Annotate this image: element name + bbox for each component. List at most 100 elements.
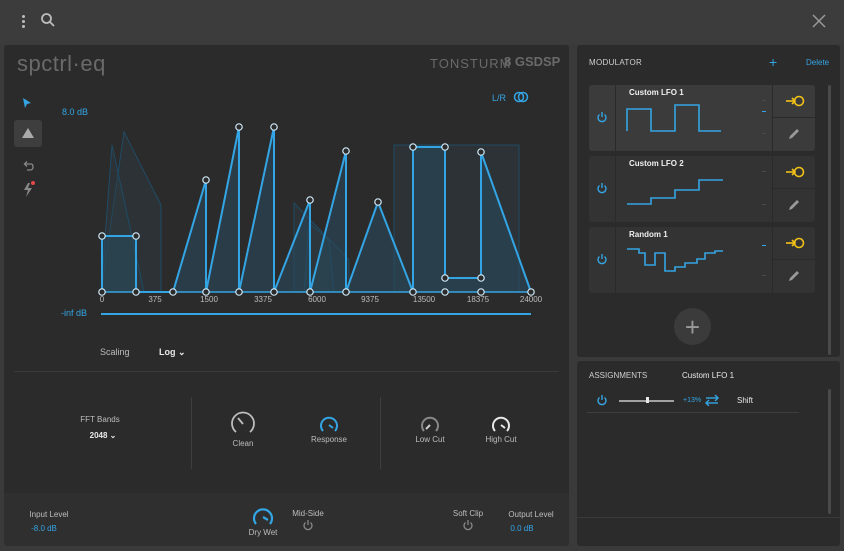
target-button[interactable] xyxy=(773,227,816,260)
modulator-name: Random 1 xyxy=(629,230,668,239)
power-button[interactable] xyxy=(589,85,616,151)
range-tick xyxy=(762,100,766,101)
freq-tick: 1500 xyxy=(200,295,218,304)
modulator-actions xyxy=(772,156,816,222)
random-waveform xyxy=(627,248,723,272)
target-assign-icon xyxy=(786,237,805,249)
range-tick xyxy=(762,245,766,246)
clean-label: Clean xyxy=(232,439,254,448)
more-vertical-icon[interactable] xyxy=(18,13,28,31)
db-min-label: -inf dB xyxy=(61,308,88,318)
assignment-amount: +13% xyxy=(683,397,702,404)
freq-tick: 0 xyxy=(99,295,105,304)
power-icon xyxy=(597,112,607,123)
add-modulator-round-button[interactable]: + xyxy=(674,308,711,345)
plus-icon: + xyxy=(684,312,701,342)
pencil-icon xyxy=(789,200,799,210)
close-icon[interactable] xyxy=(810,12,828,30)
scaling-label: Scaling xyxy=(100,347,130,357)
modulator-item[interactable]: Custom LFO 1 xyxy=(589,85,816,151)
range-tick xyxy=(762,204,766,205)
modulator-item[interactable]: Custom LFO 2 xyxy=(589,156,816,222)
modulator-name: Custom LFO 2 xyxy=(629,159,684,168)
assignment-row[interactable]: +13% Shift xyxy=(587,386,799,413)
spectrum-graph[interactable] xyxy=(4,45,569,320)
db-max-label: 8.0 dB xyxy=(62,107,89,117)
swap-icon[interactable] xyxy=(704,394,720,406)
divider xyxy=(577,517,840,518)
high-cut-knob[interactable] xyxy=(490,414,512,436)
assignment-param: Shift xyxy=(737,396,754,405)
input-level-value[interactable]: -8.0 dB xyxy=(31,524,57,533)
divider xyxy=(14,371,559,372)
lr-label: L/R xyxy=(492,93,507,103)
range-slider[interactable] xyxy=(101,313,531,315)
modulator-panel: MODULATOR + Delete Custom LFO 1 xyxy=(577,45,840,357)
top-bar xyxy=(0,0,844,44)
plugin-panel: spctrl·eq TONSTURM 8 GSDSP 8.0 dB -inf d… xyxy=(4,45,569,546)
amount-slider[interactable] xyxy=(619,395,679,405)
scrollbar[interactable] xyxy=(828,85,831,355)
target-button[interactable] xyxy=(773,156,816,189)
search-icon[interactable] xyxy=(40,12,56,28)
clean-knob[interactable] xyxy=(229,410,257,438)
vendor2-logo: 8 GSDSP xyxy=(504,54,561,69)
chevron-down-icon: ⌄ xyxy=(178,347,186,357)
triangle-icon xyxy=(22,128,34,138)
lfo-waveform xyxy=(626,104,721,132)
lfo-waveform xyxy=(627,179,723,205)
mid-side-label: Mid-Side xyxy=(292,509,324,518)
modulator-item[interactable]: Random 1 xyxy=(589,227,816,293)
scrollbar[interactable] xyxy=(828,389,831,514)
undo-icon[interactable] xyxy=(22,160,34,172)
output-level-value[interactable]: 0.0 dB xyxy=(510,524,534,533)
soft-clip-power-icon[interactable] xyxy=(462,519,474,531)
soft-clip-label: Soft Clip xyxy=(452,509,484,518)
footer-panel: Input Level -8.0 dB Dry Wet Mid-Side Sof… xyxy=(4,493,569,546)
pointer-tool-icon[interactable] xyxy=(22,97,32,109)
freq-tick: 3375 xyxy=(254,295,272,304)
target-assign-icon xyxy=(786,166,805,178)
flash-icon[interactable] xyxy=(22,180,36,198)
freq-tick: 24000 xyxy=(519,295,543,304)
delete-modulator-button[interactable]: Delete xyxy=(806,58,830,67)
power-button[interactable] xyxy=(589,227,616,293)
stereo-link-icon[interactable] xyxy=(513,91,529,103)
range-tick xyxy=(762,171,766,172)
divider xyxy=(191,397,192,469)
pencil-icon xyxy=(789,129,799,139)
add-modulator-button[interactable]: + xyxy=(769,54,778,70)
freq-tick: 13500 xyxy=(412,295,436,304)
low-cut-label: Low Cut xyxy=(415,435,445,444)
plugin-logo: spctrl·eq xyxy=(17,51,106,76)
modulator-actions xyxy=(772,227,816,293)
freq-tick: 18375 xyxy=(466,295,490,304)
scaling-select[interactable]: Log ⌄ xyxy=(159,347,186,357)
low-cut-knob[interactable] xyxy=(419,414,441,436)
freq-tick: 6000 xyxy=(308,295,326,304)
modulator-actions xyxy=(772,85,816,151)
power-icon xyxy=(597,183,607,194)
range-tick xyxy=(762,133,766,134)
mid-side-power-icon[interactable] xyxy=(302,519,314,531)
shape-tool-button[interactable] xyxy=(14,120,42,147)
range-tick xyxy=(762,275,766,276)
assignments-target: Custom LFO 1 xyxy=(682,371,735,380)
high-cut-label: High Cut xyxy=(485,435,517,444)
fft-select[interactable]: 2048 ⌄ xyxy=(89,431,117,440)
range-tick xyxy=(762,111,766,112)
vendor-logo: TONSTURM xyxy=(430,56,512,71)
divider xyxy=(380,397,381,469)
input-level-label: Input Level xyxy=(29,510,69,519)
response-label: Response xyxy=(310,435,348,444)
power-icon xyxy=(597,254,607,265)
eq-nodes[interactable] xyxy=(98,123,535,296)
modulator-name: Custom LFO 1 xyxy=(629,88,684,97)
power-button[interactable] xyxy=(589,156,616,222)
power-icon[interactable] xyxy=(596,394,608,406)
response-knob[interactable] xyxy=(318,414,340,436)
dry-wet-knob[interactable] xyxy=(251,505,275,529)
freq-tick: 9375 xyxy=(361,295,379,304)
assignments-panel: ASSIGNMENTS Custom LFO 1 +13% Shift xyxy=(577,361,840,546)
target-button[interactable] xyxy=(773,85,816,118)
